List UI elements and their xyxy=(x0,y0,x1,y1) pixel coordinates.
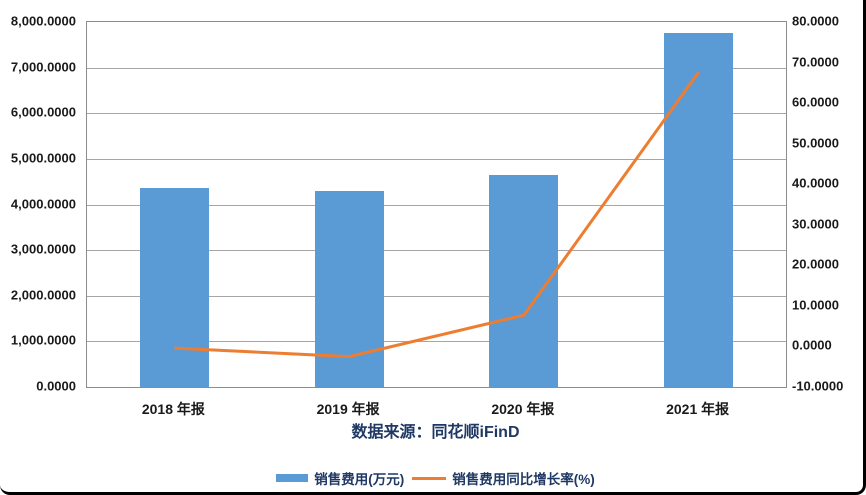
gridline xyxy=(87,67,786,69)
right-axis-tick: 20.0000 xyxy=(792,256,839,272)
legend-label: 销售费用同比增长率(%) xyxy=(452,472,595,487)
bar-legend-swatch xyxy=(276,474,309,482)
right-axis-tick: -10.0000 xyxy=(792,378,844,394)
right-axis-tick: 60.0000 xyxy=(792,94,839,110)
right-axis-tick: 0.0000 xyxy=(792,337,832,353)
legend: 销售费用(万元) 销售费用同比增长率(%) xyxy=(86,468,785,488)
left-axis-tick: 1,000.0000 xyxy=(10,332,76,348)
right-axis-tick: 50.0000 xyxy=(792,135,839,151)
bar xyxy=(139,188,209,387)
line-legend-swatch xyxy=(412,476,447,480)
plot-area xyxy=(86,21,787,388)
left-axis-tick: 4,000.0000 xyxy=(10,196,76,211)
bar xyxy=(314,191,384,387)
right-axis-tick: 10.0000 xyxy=(792,297,839,313)
data-source-caption: 数据来源：同花顺iFinD xyxy=(351,424,520,441)
legend-item: 销售费用(万元) xyxy=(276,468,404,488)
legend-label: 销售费用(万元) xyxy=(314,472,405,487)
x-axis-label: 2019 年报 xyxy=(316,401,380,417)
right-axis-tick: 80.0000 xyxy=(792,13,839,29)
x-axis-label: 2020 年报 xyxy=(491,401,555,417)
left-axis-tick: 7,000.0000 xyxy=(10,59,76,75)
left-axis-tick: 3,000.0000 xyxy=(10,241,76,257)
right-axis-tick: 70.0000 xyxy=(792,54,839,70)
bar xyxy=(664,32,734,387)
right-axis-tick: 40.0000 xyxy=(792,175,839,191)
left-axis-tick: 5,000.0000 xyxy=(10,150,76,166)
left-axis-tick: 0.0000 xyxy=(36,378,76,394)
x-axis-label: 2018 年报 xyxy=(141,401,205,417)
left-axis-tick: 8,000.0000 xyxy=(10,13,76,29)
legend-item: 销售费用同比增长率(%) xyxy=(412,468,595,488)
right-axis-tick: 30.0000 xyxy=(792,216,839,232)
left-axis-tick: 2,000.0000 xyxy=(10,287,76,303)
bar xyxy=(489,175,559,387)
x-axis-label: 2021 年报 xyxy=(666,401,730,417)
left-axis-tick: 6,000.0000 xyxy=(10,104,76,120)
